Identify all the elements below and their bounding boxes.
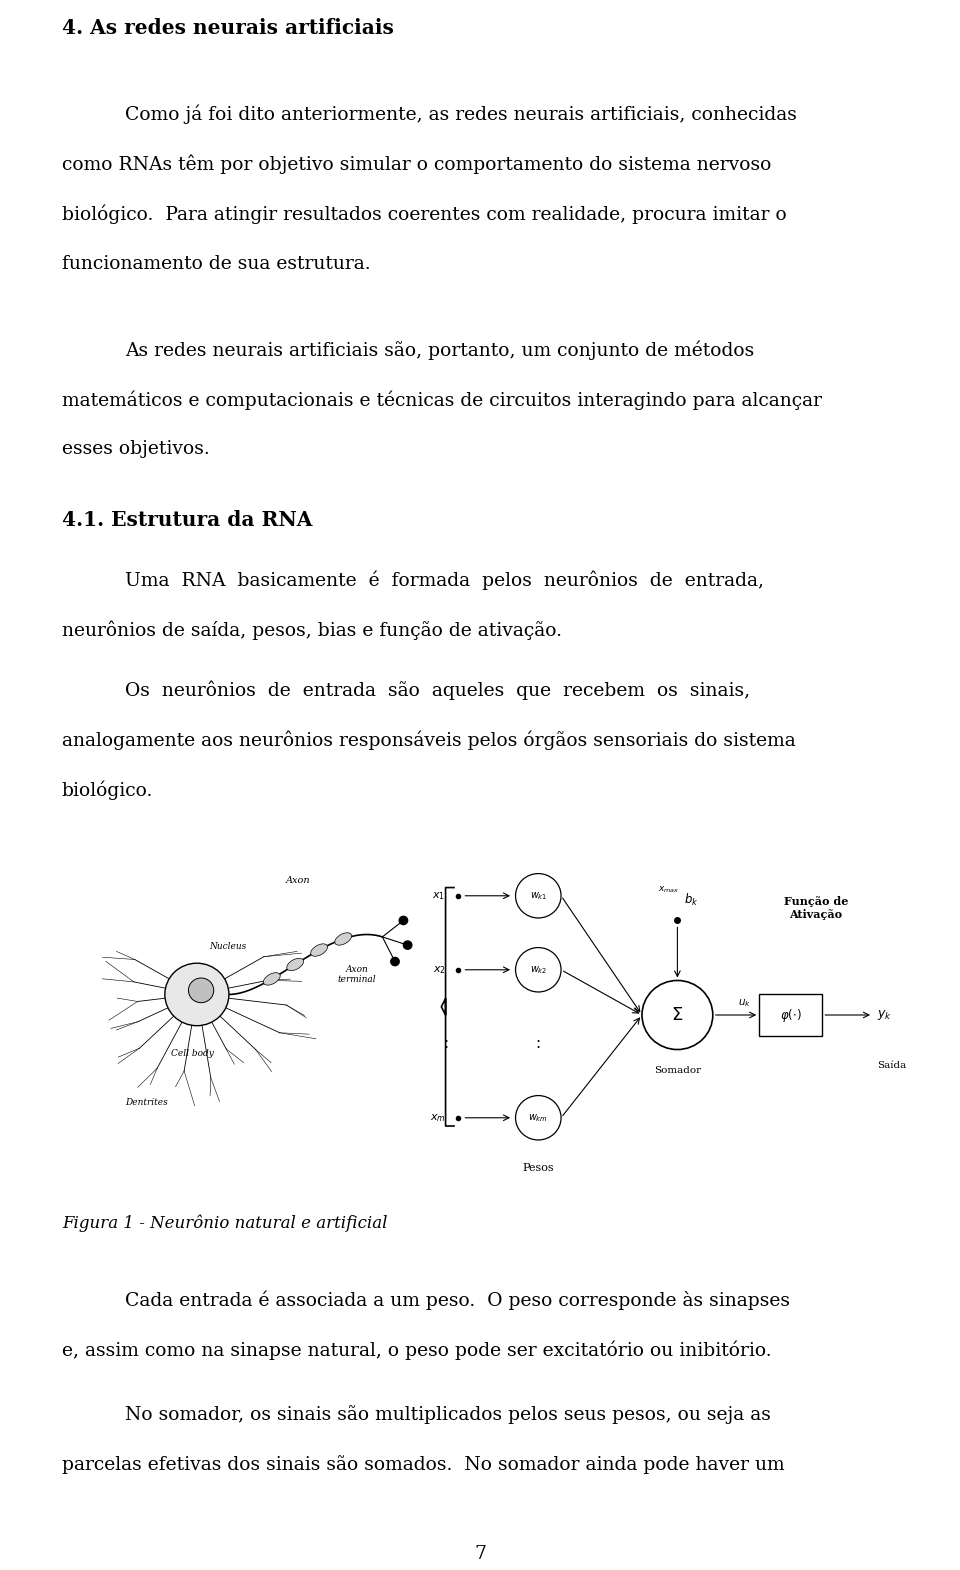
Text: $x_m$: $x_m$: [430, 1112, 445, 1124]
Text: $\varphi(\cdot)$: $\varphi(\cdot)$: [780, 1006, 802, 1024]
Text: funcionamento de sua estrutura.: funcionamento de sua estrutura.: [62, 254, 371, 273]
Text: 4.1. Estrutura da RNA: 4.1. Estrutura da RNA: [62, 510, 312, 531]
Ellipse shape: [311, 944, 327, 956]
Circle shape: [642, 981, 712, 1049]
Text: biológico.: biológico.: [62, 780, 154, 799]
Text: matemáticos e computacionais e técnicas de circuitos interagindo para alcançar: matemáticos e computacionais e técnicas …: [62, 389, 822, 410]
Ellipse shape: [263, 973, 280, 984]
Text: Cell body: Cell body: [171, 1049, 214, 1058]
Text: $x_{max}$: $x_{max}$: [659, 884, 680, 895]
Circle shape: [165, 964, 228, 1025]
Text: Axon: Axon: [286, 876, 310, 885]
Ellipse shape: [335, 933, 351, 945]
FancyBboxPatch shape: [759, 994, 823, 1036]
Text: Função de
Ativação: Função de Ativação: [784, 896, 849, 920]
Text: $\Sigma$: $\Sigma$: [671, 1006, 684, 1024]
Text: Como já foi dito anteriormente, as redes neurais artificiais, conhecidas: Como já foi dito anteriormente, as redes…: [125, 105, 797, 124]
Text: Nucleus: Nucleus: [209, 942, 247, 951]
Text: $w_{k1}$: $w_{k1}$: [530, 890, 547, 901]
Text: $y_k$: $y_k$: [877, 1008, 892, 1022]
Text: Pesos: Pesos: [522, 1163, 554, 1173]
Text: $w_{k2}$: $w_{k2}$: [530, 964, 547, 975]
Text: Os  neurônios  de  entrada  são  aqueles  que  recebem  os  sinais,: Os neurônios de entrada são aqueles que …: [125, 680, 750, 700]
Text: Figura 1 - Neurônio natural e artificial: Figura 1 - Neurônio natural e artificial: [62, 1215, 388, 1232]
Text: neurônios de saída, pesos, bias e função de ativação.: neurônios de saída, pesos, bias e função…: [62, 620, 562, 639]
Text: No somador, os sinais são multiplicados pelos seus pesos, ou seja as: No somador, os sinais são multiplicados …: [125, 1405, 771, 1424]
Text: Somador: Somador: [654, 1066, 701, 1074]
Text: 7: 7: [474, 1545, 486, 1564]
Text: Saída: Saída: [877, 1061, 906, 1071]
Text: $x_1$: $x_1$: [432, 890, 445, 901]
Circle shape: [391, 958, 399, 966]
Ellipse shape: [287, 958, 303, 970]
Text: :: :: [536, 1036, 540, 1052]
Text: :: :: [443, 1036, 448, 1052]
Text: parcelas efetivas dos sinais são somados.  No somador ainda pode haver um: parcelas efetivas dos sinais são somados…: [62, 1455, 784, 1474]
Text: $b_k$: $b_k$: [684, 892, 699, 907]
Text: Uma  RNA  basicamente  é  formada  pelos  neurônios  de  entrada,: Uma RNA basicamente é formada pelos neur…: [125, 570, 764, 589]
Text: Cada entrada é associada a um peso.  O peso corresponde às sinapses: Cada entrada é associada a um peso. O pe…: [125, 1291, 790, 1309]
Text: Dentrites: Dentrites: [125, 1099, 168, 1107]
Text: analogamente aos neurônios responsáveis pelos órgãos sensoriais do sistema: analogamente aos neurônios responsáveis …: [62, 730, 796, 749]
Text: 4. As redes neurais artificiais: 4. As redes neurais artificiais: [62, 17, 394, 38]
Text: $w_{km}$: $w_{km}$: [528, 1112, 548, 1124]
Circle shape: [399, 917, 408, 925]
Text: e, assim como na sinapse natural, o peso pode ser excitatório ou inibitório.: e, assim como na sinapse natural, o peso…: [62, 1341, 772, 1360]
Text: biológico.  Para atingir resultados coerentes com realidade, procura imitar o: biológico. Para atingir resultados coere…: [62, 206, 787, 225]
Circle shape: [403, 940, 412, 950]
Text: $x_2$: $x_2$: [433, 964, 445, 975]
Text: como RNAs têm por objetivo simular o comportamento do sistema nervoso: como RNAs têm por objetivo simular o com…: [62, 155, 772, 174]
Circle shape: [188, 978, 214, 1003]
Text: esses objetivos.: esses objetivos.: [62, 440, 209, 458]
Text: As redes neurais artificiais são, portanto, um conjunto de métodos: As redes neurais artificiais são, portan…: [125, 341, 755, 360]
Text: Axon
terminal: Axon terminal: [338, 964, 376, 984]
Text: $u_k$: $u_k$: [738, 997, 751, 1010]
